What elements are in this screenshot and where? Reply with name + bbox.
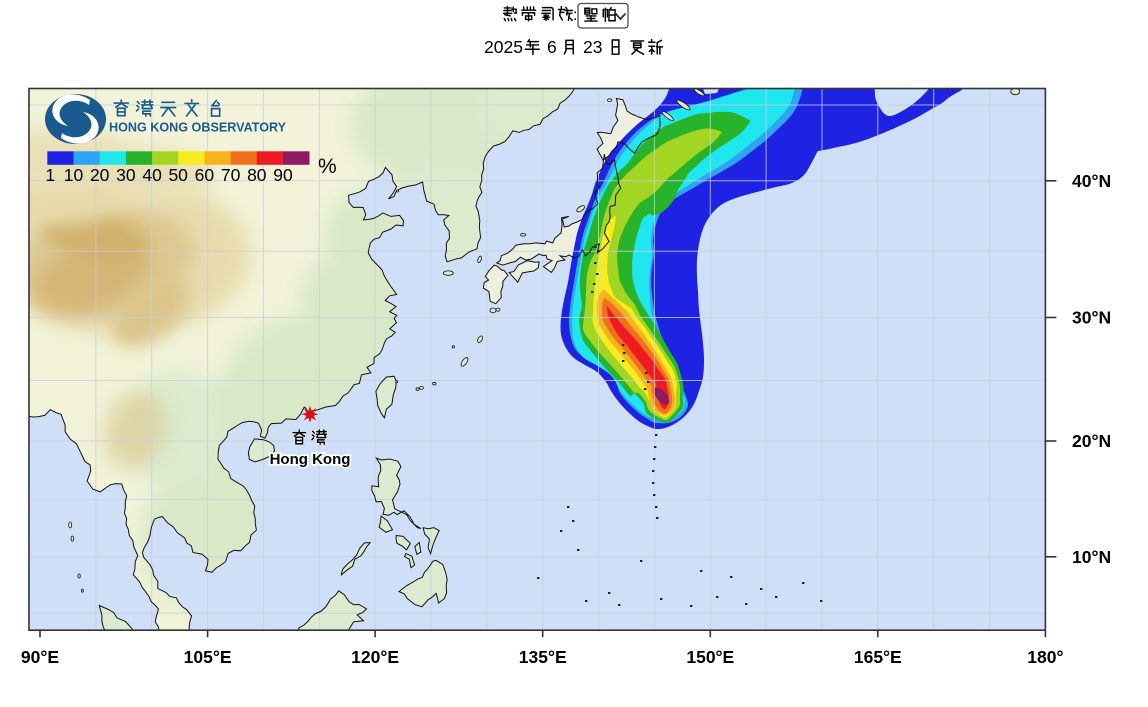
svg-text:90: 90 xyxy=(273,165,293,185)
svg-text:90°E: 90°E xyxy=(21,647,59,667)
svg-text:120°E: 120°E xyxy=(351,647,399,667)
svg-text:70: 70 xyxy=(221,165,241,185)
svg-text:30°N: 30°N xyxy=(1072,308,1111,328)
svg-text:20°N: 20°N xyxy=(1072,431,1111,451)
svg-text:50: 50 xyxy=(168,165,188,185)
svg-text:105°E: 105°E xyxy=(184,647,232,667)
svg-text:30: 30 xyxy=(116,165,136,185)
svg-text:60: 60 xyxy=(195,165,215,185)
svg-text:180°: 180° xyxy=(1027,647,1063,667)
svg-text:23: 23 xyxy=(583,37,602,57)
svg-text:150°E: 150°E xyxy=(686,647,734,667)
svg-text:40°N: 40°N xyxy=(1072,171,1111,191)
svg-text::: : xyxy=(573,7,577,24)
svg-text:6: 6 xyxy=(547,37,557,57)
svg-text:HONG KONG OBSERVATORY: HONG KONG OBSERVATORY xyxy=(109,121,287,135)
svg-text:80: 80 xyxy=(247,165,267,185)
svg-text:1: 1 xyxy=(45,165,55,185)
svg-text:%: % xyxy=(318,155,337,178)
svg-text:40: 40 xyxy=(142,165,162,185)
svg-text:20: 20 xyxy=(90,165,110,185)
svg-text:Hong Kong: Hong Kong xyxy=(270,451,351,468)
svg-text:135°E: 135°E xyxy=(519,647,567,667)
svg-text:10°N: 10°N xyxy=(1072,547,1111,567)
svg-text:10: 10 xyxy=(64,165,84,185)
svg-text:165°E: 165°E xyxy=(854,647,902,667)
svg-text:2025: 2025 xyxy=(484,37,523,57)
